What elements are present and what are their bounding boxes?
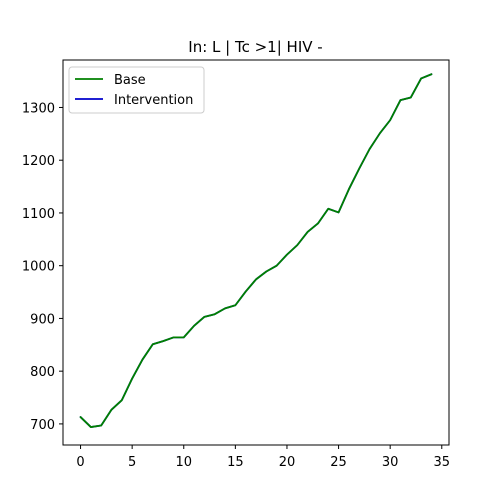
x-tick-label: 35 (434, 455, 451, 470)
legend: Base Intervention (68, 66, 205, 114)
chart-title: In: L | Tc >1| HIV - (188, 38, 322, 56)
legend-label-base: Base (114, 73, 146, 88)
series-line-base (79, 73, 433, 428)
axes-layer: 0 5 10 15 20 25 30 35 700 800 900 1000 1100 1200 1300 (22, 59, 451, 470)
legend-label-intervention: Intervention (114, 93, 193, 108)
plot-frame (62, 59, 450, 446)
y-tick-label: 800 (30, 365, 55, 380)
y-tick-label: 700 (30, 418, 55, 433)
x-tick-label: 5 (128, 455, 136, 470)
y-tick-label: 900 (30, 312, 55, 327)
y-tick-label: 1100 (22, 207, 55, 222)
series-line-intervention (79, 73, 433, 428)
x-tick-label: 25 (330, 455, 347, 470)
y-tick-label: 1000 (22, 260, 55, 275)
y-tick-label: 1200 (22, 154, 55, 169)
x-tick-label: 15 (227, 455, 244, 470)
x-tick-label: 20 (279, 455, 296, 470)
series-layer (79, 73, 433, 428)
y-tick-label: 1300 (22, 101, 55, 116)
x-tick-label: 10 (175, 455, 192, 470)
x-tick-label: 0 (76, 455, 84, 470)
x-tick-label: 30 (382, 455, 399, 470)
